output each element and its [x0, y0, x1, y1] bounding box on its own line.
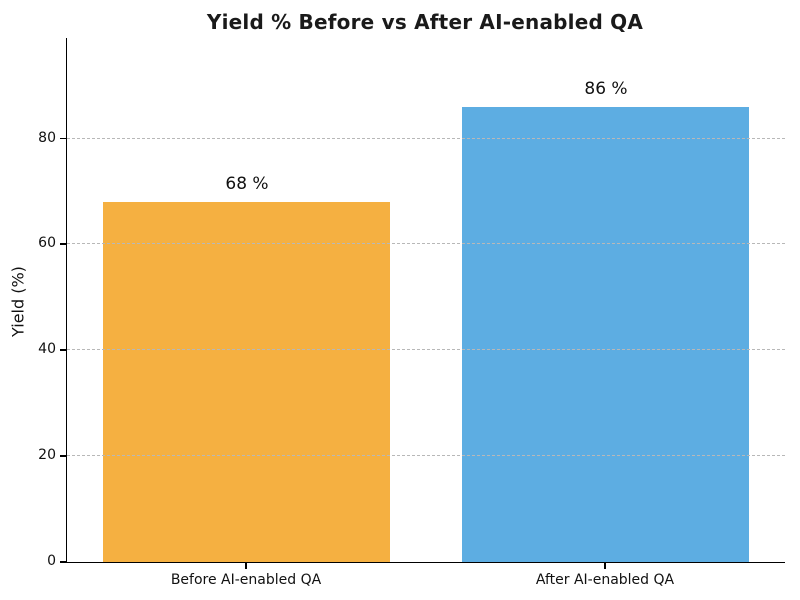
y-tick-label-0: 0 — [47, 553, 56, 569]
gridline-y20 — [67, 455, 785, 457]
y-tick-label-20: 20 — [38, 447, 56, 464]
x-tick-label-before: Before AI-enabled QA — [170, 572, 322, 588]
plot-area: 68 % 86 % — [66, 38, 785, 563]
y-tick-label-40: 40 — [38, 341, 56, 358]
chart-title: Yield % Before vs After AI-enabled QA — [206, 10, 644, 34]
y-tick-mark-80 — [60, 137, 66, 140]
y-tick-label-60: 60 — [38, 235, 56, 252]
y-tick-mark-20 — [60, 455, 66, 457]
bar-after — [462, 107, 749, 562]
y-tick-label-80: 80 — [38, 129, 56, 146]
bar-before — [103, 202, 390, 562]
y-tick-mark-60 — [60, 243, 66, 246]
y-tick-mark-0 — [60, 561, 66, 563]
bar-value-label-after: 86 % — [584, 79, 628, 99]
x-tick-mark-after — [604, 563, 606, 569]
gridline-y80 — [67, 137, 785, 139]
y-tick-mark-40 — [60, 349, 66, 351]
x-tick-mark-before — [245, 563, 247, 569]
x-tick-label-after: After AI-enabled QA — [535, 572, 675, 588]
bar-value-label-before: 68 % — [225, 174, 269, 194]
gridline-y40 — [67, 349, 785, 351]
gridline-y60 — [67, 243, 785, 245]
